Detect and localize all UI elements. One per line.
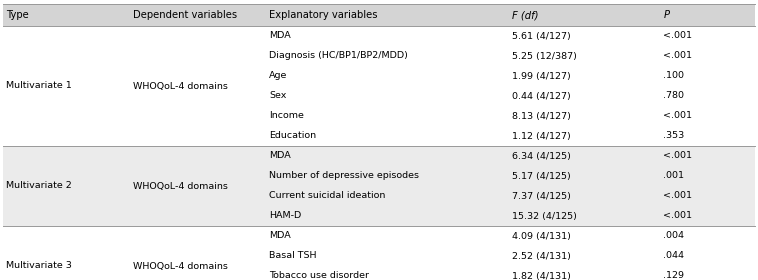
Text: <.001: <.001: [663, 32, 692, 41]
Text: .100: .100: [663, 71, 684, 81]
Text: MDA: MDA: [269, 32, 291, 41]
Text: <.001: <.001: [663, 52, 692, 60]
Text: .780: .780: [663, 92, 684, 101]
Bar: [3, 26, 755, 146]
Text: Multivariate 3: Multivariate 3: [6, 262, 72, 270]
Text: Diagnosis (HC/BP1/BP2/MDD): Diagnosis (HC/BP1/BP2/MDD): [269, 52, 408, 60]
Text: Tobacco use disorder: Tobacco use disorder: [269, 272, 369, 280]
Text: Basal TSH: Basal TSH: [269, 251, 317, 260]
Text: .044: .044: [663, 251, 684, 260]
Text: Number of depressive episodes: Number of depressive episodes: [269, 171, 419, 181]
Text: WHOQoL-4 domains: WHOQoL-4 domains: [133, 81, 227, 90]
Text: .129: .129: [663, 272, 684, 280]
Text: Age: Age: [269, 71, 287, 81]
Text: 0.44 (4/127): 0.44 (4/127): [512, 92, 571, 101]
Bar: [3, 4, 755, 26]
Text: 5.17 (4/125): 5.17 (4/125): [512, 171, 571, 181]
Text: .001: .001: [663, 171, 684, 181]
Text: Explanatory variables: Explanatory variables: [269, 10, 377, 20]
Text: Multivariate 2: Multivariate 2: [6, 181, 72, 190]
Text: WHOQoL-4 domains: WHOQoL-4 domains: [133, 181, 227, 190]
Text: .353: .353: [663, 132, 684, 141]
Text: <.001: <.001: [663, 151, 692, 160]
Text: <.001: <.001: [663, 211, 692, 221]
Text: 2.52 (4/131): 2.52 (4/131): [512, 251, 571, 260]
Text: WHOQoL-4 domains: WHOQoL-4 domains: [133, 262, 227, 270]
Text: Education: Education: [269, 132, 316, 141]
Text: 15.32 (4/125): 15.32 (4/125): [512, 211, 577, 221]
Text: Type: Type: [6, 10, 29, 20]
Text: Multivariate 1: Multivariate 1: [6, 81, 72, 90]
Text: 1.12 (4/127): 1.12 (4/127): [512, 132, 571, 141]
Text: Income: Income: [269, 111, 304, 120]
Text: 4.09 (4/131): 4.09 (4/131): [512, 232, 571, 241]
Text: 7.37 (4/125): 7.37 (4/125): [512, 192, 571, 200]
Text: MDA: MDA: [269, 232, 291, 241]
Text: HAM-D: HAM-D: [269, 211, 302, 221]
Text: .004: .004: [663, 232, 684, 241]
Text: 5.61 (4/127): 5.61 (4/127): [512, 32, 571, 41]
Bar: [3, 146, 755, 226]
Text: 1.99 (4/127): 1.99 (4/127): [512, 71, 571, 81]
Text: 5.25 (12/387): 5.25 (12/387): [512, 52, 577, 60]
Text: Current suicidal ideation: Current suicidal ideation: [269, 192, 386, 200]
Text: Dependent variables: Dependent variables: [133, 10, 236, 20]
Text: 1.82 (4/131): 1.82 (4/131): [512, 272, 571, 280]
Text: MDA: MDA: [269, 151, 291, 160]
Text: P: P: [663, 10, 669, 20]
Text: <.001: <.001: [663, 192, 692, 200]
Text: Sex: Sex: [269, 92, 287, 101]
Bar: [3, 226, 755, 280]
Text: 8.13 (4/127): 8.13 (4/127): [512, 111, 571, 120]
Text: F (df): F (df): [512, 10, 538, 20]
Text: <.001: <.001: [663, 111, 692, 120]
Text: 6.34 (4/125): 6.34 (4/125): [512, 151, 571, 160]
